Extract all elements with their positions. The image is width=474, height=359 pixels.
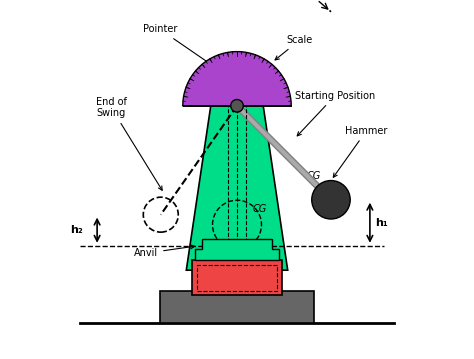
FancyBboxPatch shape [191,260,283,295]
Text: Pointer: Pointer [143,24,213,66]
Polygon shape [183,52,291,106]
Polygon shape [318,182,345,209]
Text: Hammer: Hammer [333,126,388,177]
Text: Starting Position: Starting Position [295,91,375,136]
Text: Anvil: Anvil [134,245,194,258]
Circle shape [312,181,350,219]
Text: Specimen: Specimen [213,300,261,309]
Text: CG: CG [253,205,267,214]
Text: Scale: Scale [275,35,313,60]
Text: h₁: h₁ [375,218,388,228]
Circle shape [231,99,243,112]
FancyBboxPatch shape [160,291,314,323]
Polygon shape [186,106,288,270]
Text: h₂: h₂ [70,225,83,235]
Text: End of
Swing: End of Swing [96,97,162,190]
Polygon shape [195,239,279,260]
Text: CG: CG [307,171,321,181]
